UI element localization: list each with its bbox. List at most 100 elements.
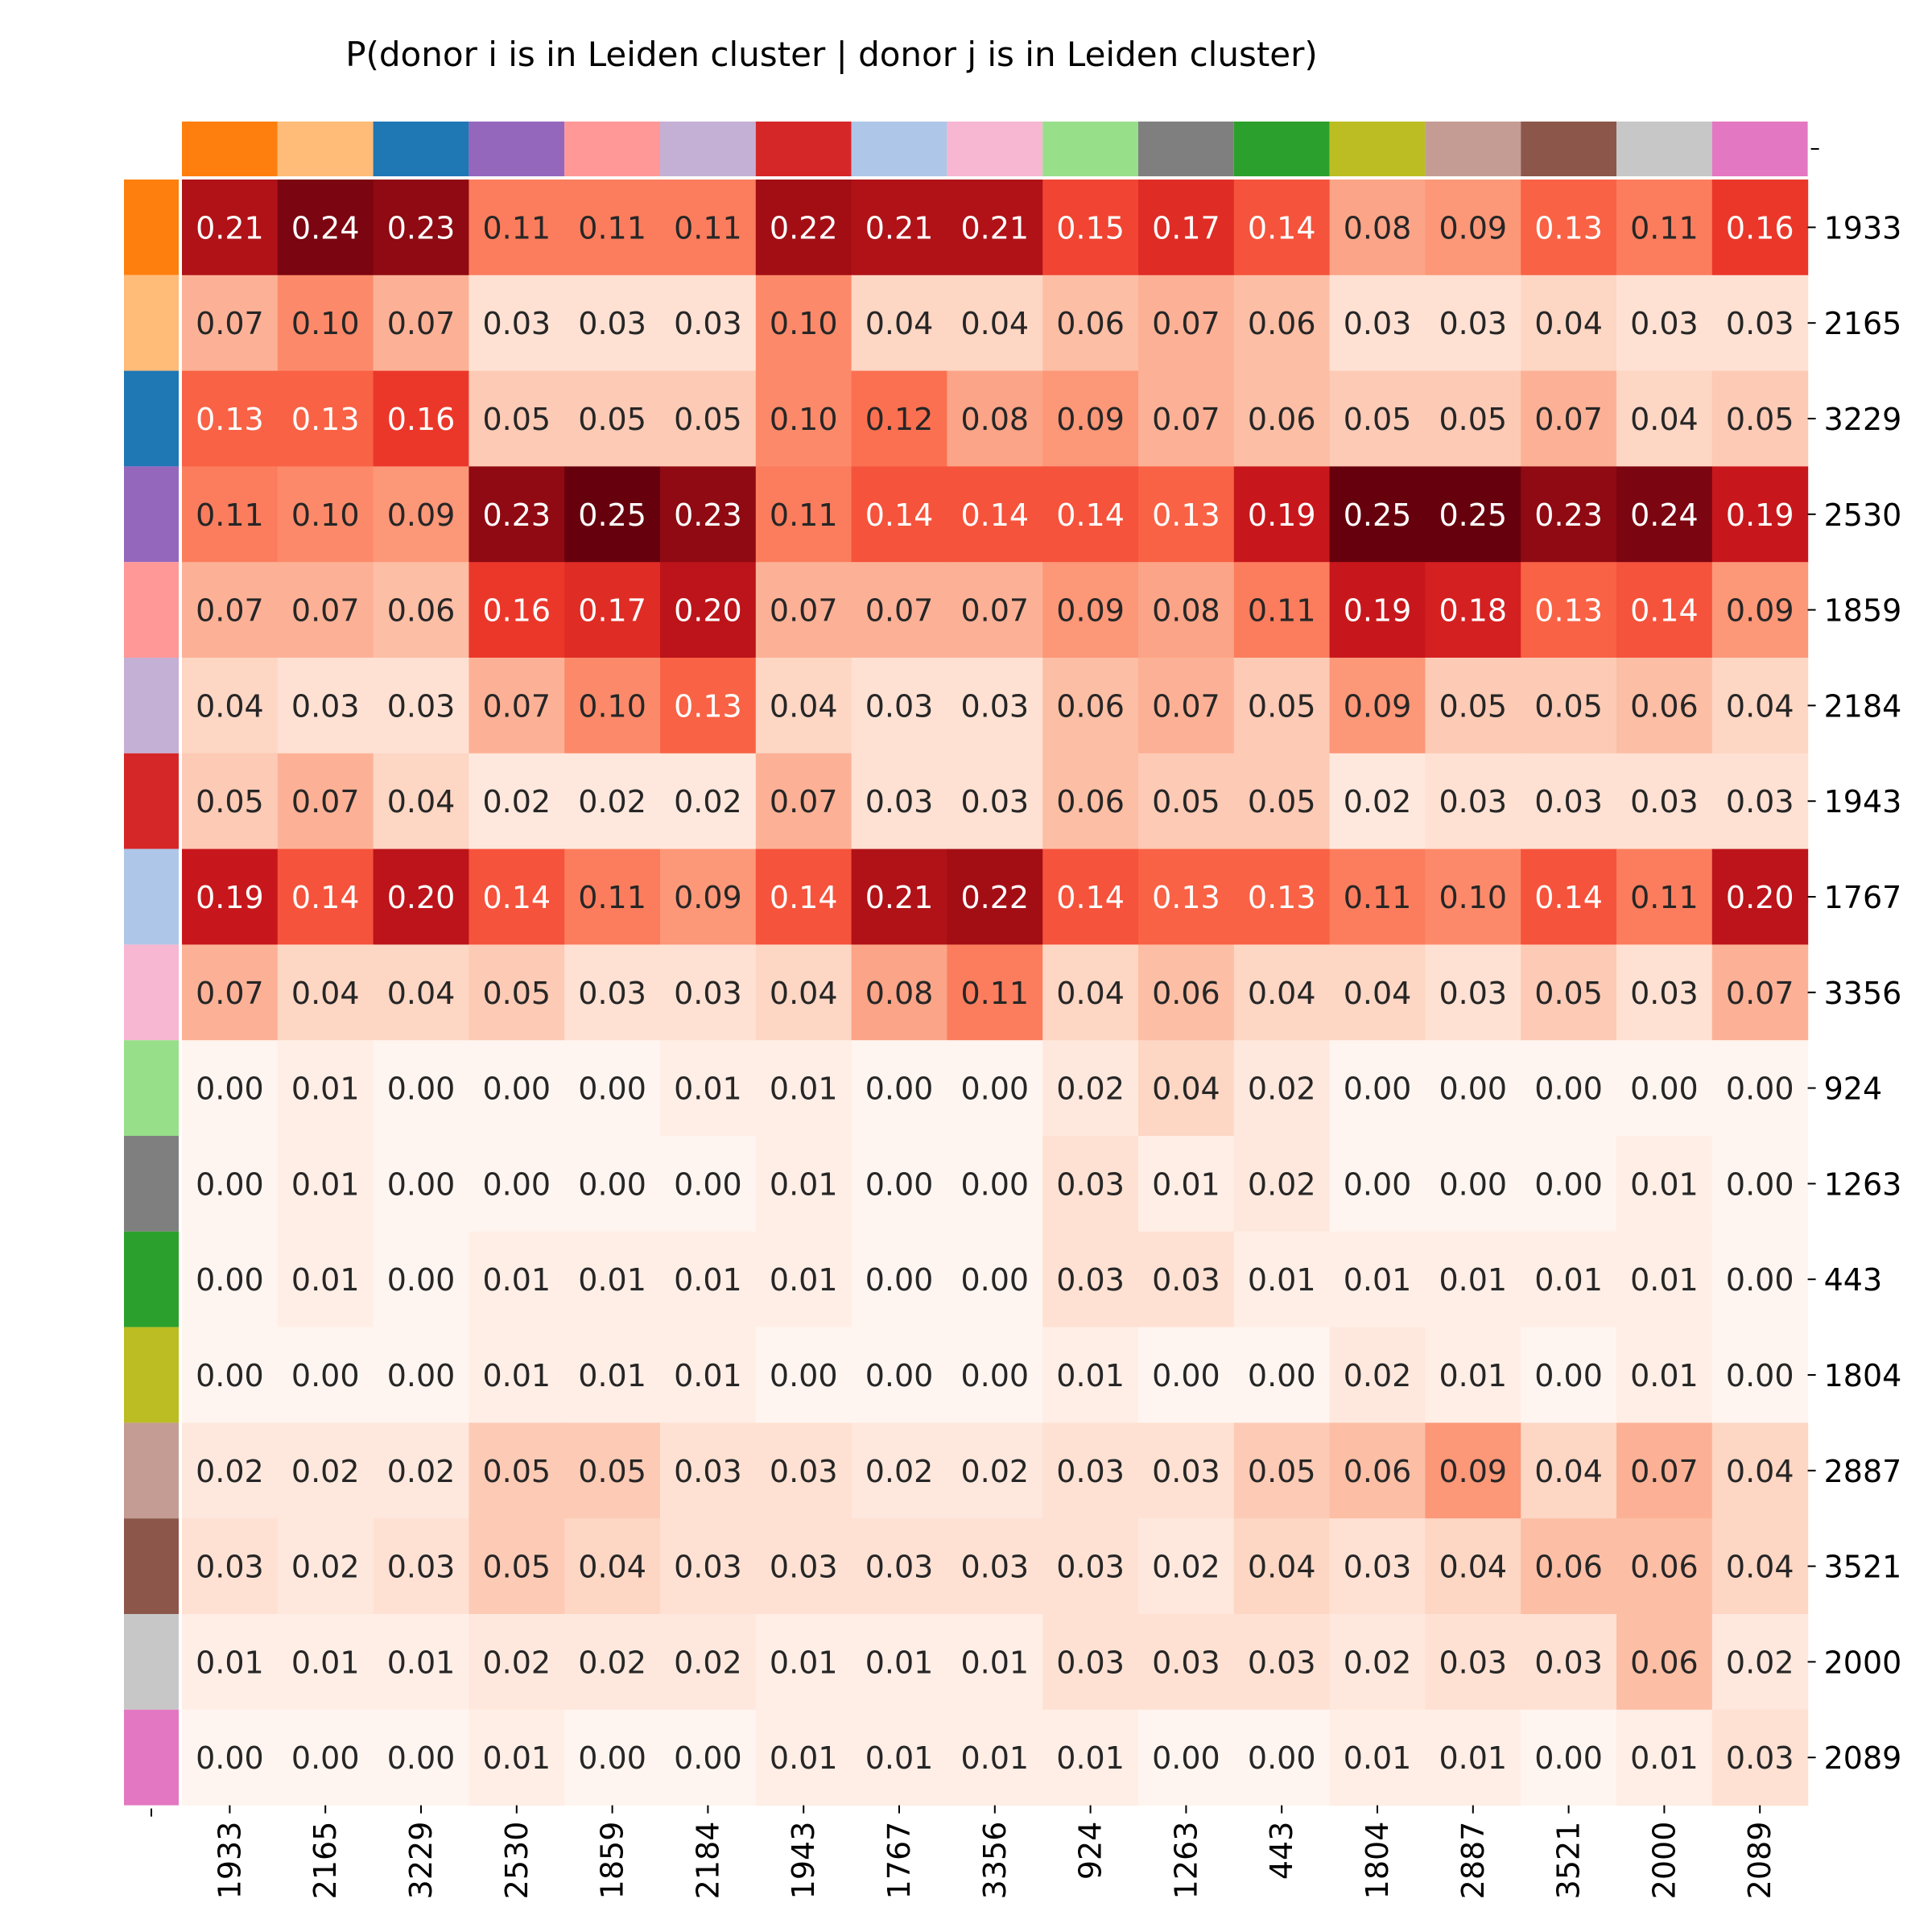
cell-value-label: 0.12	[865, 402, 934, 437]
row-tick-label: 2000	[1824, 1645, 1902, 1680]
row-tick-label: 2887	[1824, 1454, 1902, 1489]
row-color-swatch	[124, 1040, 179, 1136]
heatmap-cell	[947, 1422, 1043, 1519]
cell-value-label: 0.01	[770, 1262, 838, 1298]
cell-value-label: 0.07	[196, 593, 264, 629]
cell-value-label: 0.10	[770, 402, 838, 437]
heatmap-cell	[277, 1709, 374, 1806]
heatmap-cell	[1042, 1709, 1139, 1806]
heatmap-cell	[277, 944, 374, 1041]
heatmap-cell	[469, 848, 565, 945]
cell-value-label: 0.05	[578, 1454, 646, 1489]
heatmap-cell	[947, 848, 1043, 945]
heatmap-cell	[1521, 275, 1617, 372]
heatmap-cell	[1138, 1422, 1235, 1519]
cell-value-label: 0.01	[1248, 1262, 1316, 1298]
column-tick-label: 3229	[403, 1822, 439, 1900]
cell-value-label: 0.01	[1630, 1358, 1699, 1393]
heatmap-cell	[373, 1136, 469, 1232]
cell-value-label: 0.00	[1534, 1071, 1603, 1107]
row-color-swatch	[124, 753, 179, 849]
cell-value-label: 0.01	[291, 1166, 360, 1202]
heatmap-cell	[1711, 1040, 1809, 1137]
cell-value-label: 0.03	[1439, 1645, 1507, 1680]
cell-value-label: 0.09	[1439, 1454, 1507, 1489]
row-color-swatch	[124, 180, 179, 275]
row-color-swatch	[124, 1614, 179, 1710]
cell-value-label: 0.00	[1152, 1740, 1220, 1776]
cell-value-label: 0.09	[1439, 210, 1507, 246]
cell-value-label: 0.07	[482, 688, 551, 724]
heatmap-cell	[277, 275, 374, 372]
cell-value-label: 0.04	[1344, 976, 1412, 1011]
heatmap-cell	[1329, 180, 1426, 276]
cell-value-label: 0.25	[1439, 497, 1507, 533]
heatmap-cell	[1616, 562, 1713, 658]
row-tick-label: 2165	[1824, 306, 1902, 341]
heatmap-cell	[564, 658, 661, 754]
cell-value-label: 0.01	[1056, 1358, 1125, 1393]
column-tick-label: 1767	[881, 1822, 917, 1900]
cell-value-label: 0.00	[196, 1740, 264, 1776]
column-tick-label: 3521	[1551, 1822, 1587, 1900]
cell-value-label: 0.04	[770, 976, 838, 1011]
cell-value-label: 0.10	[1439, 880, 1507, 915]
heatmap-cell	[1521, 753, 1617, 850]
cell-value-label: 0.02	[482, 784, 551, 819]
heatmap-cell	[277, 658, 374, 754]
cell-value-label: 0.22	[770, 210, 838, 246]
heatmap-cell	[1042, 848, 1139, 945]
cell-value-label: 0.03	[960, 1550, 1029, 1585]
heatmap-cell	[1233, 275, 1331, 372]
heatmap-cell	[277, 1422, 374, 1519]
cell-value-label: 0.04	[1152, 1071, 1220, 1107]
cell-value-label: 0.05	[1152, 784, 1220, 819]
heatmap-cell	[1329, 1709, 1426, 1806]
heatmap-cell	[373, 466, 469, 563]
cell-value-label: 0.05	[482, 1454, 551, 1489]
cell-value-label: 0.04	[1534, 1454, 1603, 1489]
cell-value-label: 0.14	[291, 880, 360, 915]
heatmap-cell	[660, 275, 757, 372]
cell-value-label: 0.14	[960, 497, 1029, 533]
cell-value-label: 0.03	[387, 688, 456, 724]
heatmap-cell	[755, 944, 852, 1041]
cell-value-label: 0.00	[865, 1262, 934, 1298]
cell-value-label: 0.07	[1726, 976, 1794, 1011]
heatmap-cell	[660, 466, 757, 563]
cell-value-label: 0.09	[1056, 402, 1125, 437]
cell-value-label: 0.20	[1726, 880, 1794, 915]
row-tick-label: 1263	[1824, 1166, 1902, 1202]
cell-value-label: 0.01	[387, 1645, 456, 1680]
column-tick-label: 2530	[499, 1822, 535, 1900]
heatmap-cell	[755, 275, 852, 372]
heatmap-cell	[182, 180, 279, 276]
heatmap-cell	[1138, 370, 1235, 467]
cell-value-label: 0.04	[291, 976, 360, 1011]
row-color-swatch	[124, 370, 179, 467]
heatmap-cell	[1616, 944, 1713, 1041]
cell-value-label: 0.00	[291, 1358, 360, 1393]
row-color-swatch	[124, 1422, 179, 1519]
heatmap-cell	[469, 180, 565, 276]
heatmap-cell	[1616, 753, 1713, 850]
cell-value-label: 0.04	[1248, 976, 1316, 1011]
cell-value-label: 0.00	[482, 1071, 551, 1107]
heatmap-cell	[1329, 753, 1426, 850]
heatmap-cell	[1711, 848, 1809, 945]
column-color-swatch	[182, 122, 278, 176]
heatmap-cell	[947, 658, 1043, 754]
heatmap-cell	[1711, 275, 1809, 372]
heatmap-cell	[1233, 848, 1331, 945]
cell-value-label: 0.00	[387, 1166, 456, 1202]
heatmap-cell	[947, 1231, 1043, 1328]
heatmap-cell	[564, 1422, 661, 1519]
cell-value-label: 0.13	[1152, 880, 1220, 915]
cell-value-label: 0.05	[1534, 976, 1603, 1011]
heatmap-cell	[755, 370, 852, 467]
cell-value-label: 0.07	[770, 784, 838, 819]
cell-value-label: 0.07	[770, 593, 838, 629]
column-color-swatch	[277, 122, 374, 176]
heatmap-cell	[1233, 1709, 1331, 1806]
